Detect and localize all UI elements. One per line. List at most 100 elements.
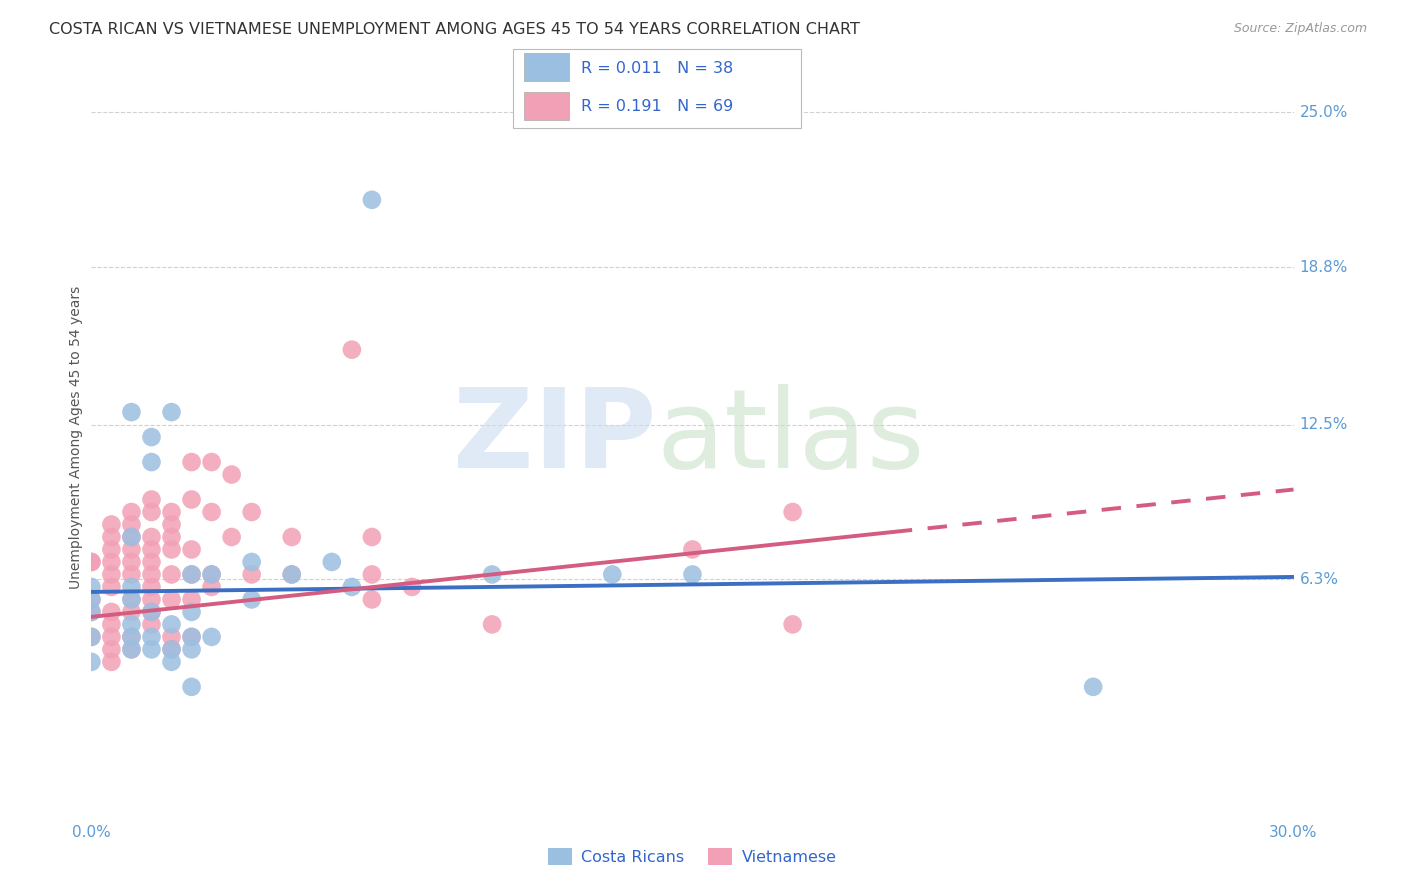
Point [160,642,183,657]
Text: R = 0.011   N = 38: R = 0.011 N = 38 [581,62,733,76]
Point [180,455,202,469]
Point [100,642,122,657]
Point [340,343,363,357]
Point [100,542,122,557]
Text: 18.8%: 18.8% [1299,260,1348,275]
Point [141,567,163,582]
Point [201,505,224,519]
Point [121,642,143,657]
Point [100,555,122,569]
Point [141,542,163,557]
Point [281,567,304,582]
Point [100,530,122,544]
Point [160,542,183,557]
Point [180,605,202,619]
Point [201,630,224,644]
Point [141,642,163,657]
Point [240,592,263,607]
Point [121,405,143,419]
Point [201,567,224,582]
Point [201,580,224,594]
Point [80,605,103,619]
Point [160,517,183,532]
Point [141,605,163,619]
Point [340,580,363,594]
Point [782,505,804,519]
Point [160,530,183,544]
Point [180,492,202,507]
Point [80,555,103,569]
Point [681,542,703,557]
Point [1083,680,1105,694]
Point [160,630,183,644]
Point [240,555,263,569]
Point [401,580,423,594]
Point [221,530,243,544]
Point [141,630,163,644]
Point [100,580,122,594]
Point [281,567,304,582]
Text: 25.0%: 25.0% [1299,105,1348,120]
Point [481,567,503,582]
Point [360,193,382,207]
Point [160,655,183,669]
Point [121,617,143,632]
Point [80,592,103,607]
Point [100,567,122,582]
Point [160,592,183,607]
Point [100,517,122,532]
Point [602,567,624,582]
Text: Source: ZipAtlas.com: Source: ZipAtlas.com [1233,22,1367,36]
Point [121,605,143,619]
Point [141,455,163,469]
Text: COSTA RICAN VS VIETNAMESE UNEMPLOYMENT AMONG AGES 45 TO 54 YEARS CORRELATION CHA: COSTA RICAN VS VIETNAMESE UNEMPLOYMENT A… [49,22,860,37]
Point [481,617,503,632]
Point [180,630,202,644]
Point [100,605,122,619]
Point [80,555,103,569]
Point [121,642,143,657]
Point [141,505,163,519]
Point [80,605,103,619]
Point [180,642,202,657]
Point [80,655,103,669]
Point [160,505,183,519]
Point [100,617,122,632]
Point [141,430,163,444]
Point [681,567,703,582]
Point [160,567,183,582]
Text: 6.3%: 6.3% [1299,572,1339,587]
Point [180,542,202,557]
Text: ZIP: ZIP [453,384,657,491]
Point [100,630,122,644]
Point [141,530,163,544]
Legend: Costa Ricans, Vietnamese: Costa Ricans, Vietnamese [541,842,844,871]
Point [121,542,143,557]
Point [80,580,103,594]
Point [141,617,163,632]
Point [141,492,163,507]
Point [121,630,143,644]
Point [141,605,163,619]
Point [121,530,143,544]
Point [180,680,202,694]
Point [80,630,103,644]
Point [80,630,103,644]
Point [160,405,183,419]
Point [160,617,183,632]
Point [201,567,224,582]
Point [121,592,143,607]
Point [160,642,183,657]
Point [121,555,143,569]
Text: atlas: atlas [657,384,925,491]
Point [180,592,202,607]
Point [201,455,224,469]
Point [180,630,202,644]
Point [240,505,263,519]
Point [782,617,804,632]
Point [121,505,143,519]
Y-axis label: Unemployment Among Ages 45 to 54 years: Unemployment Among Ages 45 to 54 years [69,285,83,589]
Point [121,530,143,544]
Point [141,592,163,607]
Point [221,467,243,482]
